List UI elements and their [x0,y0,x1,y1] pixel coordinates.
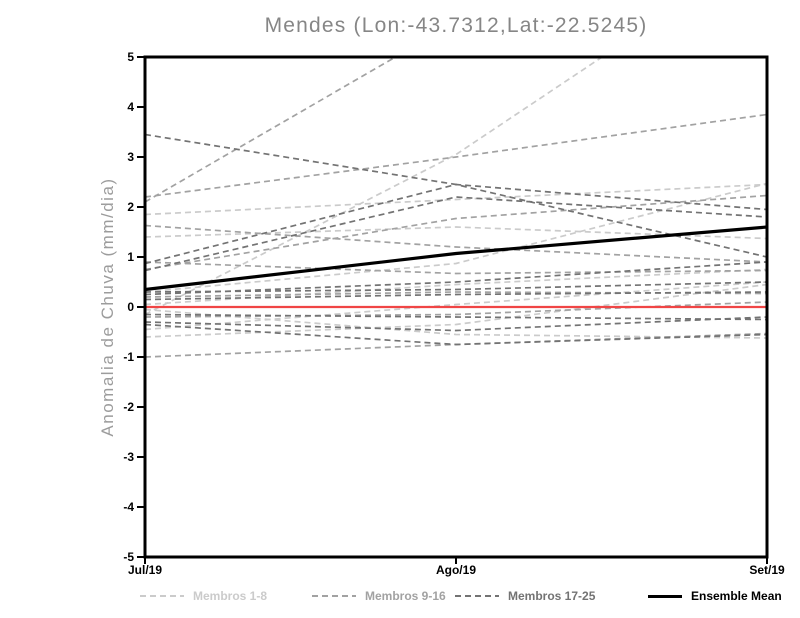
ensemble-mean-line [145,225,767,292]
member-line [145,182,767,293]
solid-line-sample-mean [648,594,682,598]
legend-label: Membros 17-25 [508,589,596,603]
member-line [145,224,767,263]
y-tick-label: -5 [123,550,134,564]
y-tick-label: -2 [123,400,134,414]
member-line [145,281,767,293]
member-line [145,261,767,275]
y-tick-label: -4 [123,500,134,514]
dashed-line-sample-light [140,595,184,597]
legend: Membros 1-8 Membros 9-16 Membros 17-25 E… [0,588,800,610]
y-tick-label: 3 [127,150,134,164]
legend-item-membros-1-8: Membros 1-8 [140,588,267,604]
y-tick-label: 2 [127,200,134,214]
member-line [145,281,767,331]
member-line [145,291,767,301]
legend-label: Membros 9-16 [365,589,446,603]
member-line [145,268,767,306]
y-tick-label: 4 [127,100,134,114]
member-line [145,113,767,198]
member-line [145,308,767,339]
y-tick-label: 5 [127,50,134,64]
y-tick-label: -3 [123,450,134,464]
member-line [145,313,767,321]
member-line [145,194,767,271]
member-line [145,226,767,240]
legend-item-ensemble-mean: Ensemble Mean [648,588,782,604]
member-line [145,183,767,265]
dashed-line-sample-mid [312,595,356,597]
legend-label: Ensemble Mean [691,589,782,603]
y-tick-label: 1 [127,250,134,264]
member-line [145,183,767,216]
legend-item-membros-9-16: Membros 9-16 [312,588,446,604]
legend-item-membros-17-25: Membros 17-25 [455,588,595,604]
chart-title: Mendes (Lon:-43.7312,Lat:-22.5245) [264,14,648,37]
y-tick-label: -1 [123,350,134,364]
member-line [145,291,767,298]
member-line [145,323,767,346]
series-lines [145,57,767,358]
x-tick-label: Jul/19 [128,563,162,577]
y-tick-label: 0 [127,300,134,314]
x-tick-label: Ago/19 [436,563,476,577]
legend-label: Membros 1-8 [193,589,268,603]
member-line [145,133,767,258]
member-line [145,283,767,338]
x-tick-label: Set/19 [749,563,785,577]
member-line [145,316,767,332]
dashed-line-sample-dark [455,595,499,597]
member-line [145,57,398,203]
